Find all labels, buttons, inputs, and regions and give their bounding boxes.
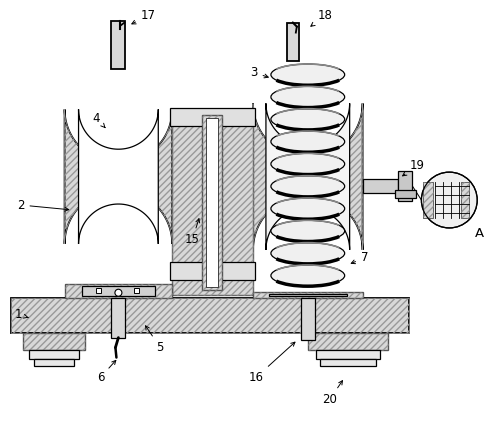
Polygon shape	[111, 298, 125, 338]
Polygon shape	[424, 182, 433, 218]
Polygon shape	[394, 190, 416, 198]
Polygon shape	[11, 298, 409, 332]
Polygon shape	[202, 115, 222, 290]
Polygon shape	[253, 292, 363, 298]
Polygon shape	[134, 288, 140, 293]
Polygon shape	[301, 298, 315, 340]
Polygon shape	[363, 179, 399, 193]
Polygon shape	[316, 349, 380, 359]
Ellipse shape	[271, 176, 345, 197]
Text: 19: 19	[403, 159, 425, 176]
Text: 15: 15	[185, 219, 200, 247]
Text: 20: 20	[322, 381, 343, 406]
Text: 2: 2	[17, 198, 69, 212]
Polygon shape	[23, 332, 84, 349]
Polygon shape	[287, 22, 299, 61]
Polygon shape	[64, 109, 172, 244]
Circle shape	[115, 289, 122, 296]
Polygon shape	[206, 118, 218, 287]
Polygon shape	[320, 359, 376, 366]
Circle shape	[422, 172, 477, 228]
Ellipse shape	[271, 64, 345, 85]
Text: 7: 7	[351, 251, 368, 264]
Ellipse shape	[271, 109, 345, 130]
Polygon shape	[269, 294, 346, 296]
Polygon shape	[172, 110, 253, 295]
Polygon shape	[34, 359, 74, 366]
Text: A: A	[475, 228, 484, 240]
Polygon shape	[399, 171, 412, 201]
Text: 16: 16	[248, 342, 295, 384]
Polygon shape	[97, 288, 102, 293]
Ellipse shape	[271, 154, 345, 175]
Ellipse shape	[271, 243, 345, 264]
Polygon shape	[461, 182, 469, 218]
Polygon shape	[253, 103, 363, 250]
Ellipse shape	[271, 220, 345, 242]
Text: 17: 17	[132, 9, 156, 24]
Ellipse shape	[271, 86, 345, 107]
Text: 3: 3	[250, 66, 268, 79]
Text: 18: 18	[311, 9, 332, 26]
Text: 4: 4	[93, 112, 105, 128]
Polygon shape	[170, 262, 255, 280]
Ellipse shape	[271, 198, 345, 219]
Ellipse shape	[271, 265, 345, 286]
Polygon shape	[111, 21, 125, 69]
Polygon shape	[81, 286, 155, 296]
Polygon shape	[79, 109, 158, 244]
Text: 5: 5	[145, 326, 164, 354]
Text: 6: 6	[97, 360, 116, 384]
Text: 1: 1	[15, 308, 28, 321]
Polygon shape	[266, 103, 349, 250]
Polygon shape	[64, 284, 172, 298]
Polygon shape	[29, 349, 79, 359]
Polygon shape	[308, 332, 387, 349]
Polygon shape	[170, 108, 255, 126]
Ellipse shape	[271, 131, 345, 152]
